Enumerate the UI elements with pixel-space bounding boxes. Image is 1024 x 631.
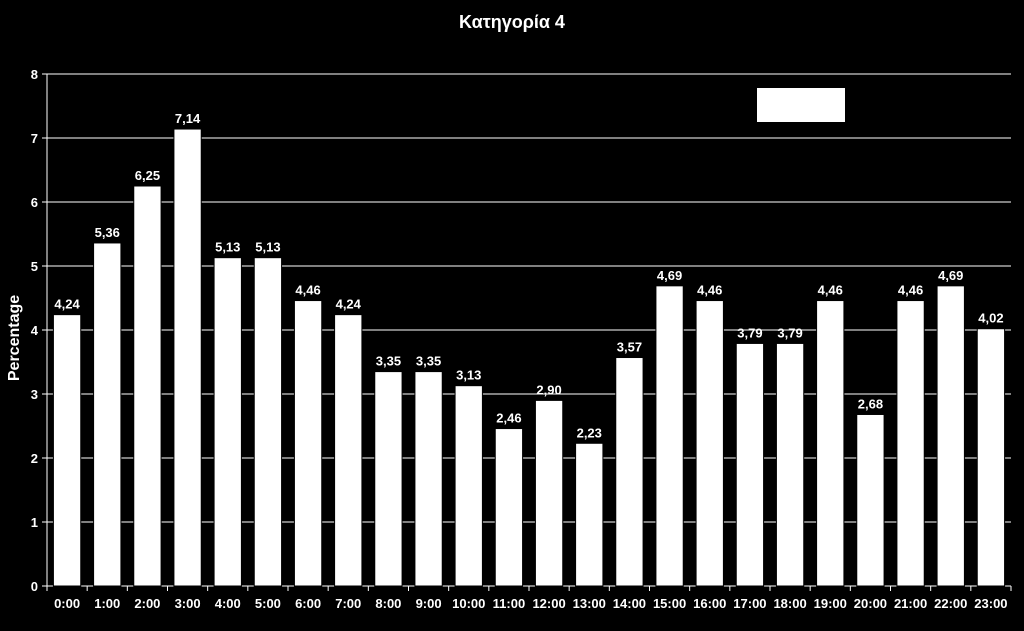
data-label: 3,35 — [376, 354, 401, 369]
bar — [775, 342, 805, 587]
data-label: 2,90 — [536, 382, 561, 397]
data-label: 4,02 — [978, 311, 1003, 326]
bar — [494, 428, 524, 587]
x-tick-label: 2:00 — [134, 596, 160, 611]
x-tick-label: 15:00 — [653, 596, 686, 611]
data-label: 3,57 — [617, 340, 642, 355]
bar — [213, 257, 242, 587]
y-tick-label: 7 — [31, 131, 38, 146]
x-tick-label: 4:00 — [215, 596, 241, 611]
bar — [93, 242, 122, 587]
y-tick-label: 2 — [31, 451, 38, 466]
bar — [293, 300, 323, 587]
x-tick-label: 18:00 — [773, 596, 806, 611]
y-tick-label: 3 — [31, 387, 38, 402]
bar — [896, 300, 925, 587]
data-label: 5,36 — [95, 225, 120, 240]
x-tick-label: 20:00 — [854, 596, 887, 611]
x-tick-label: 0:00 — [54, 596, 80, 611]
gridlines — [47, 73, 1011, 523]
x-tick-label: 16:00 — [693, 596, 726, 611]
data-label: 4,69 — [938, 268, 963, 283]
bar — [735, 342, 765, 587]
data-label: 7,14 — [175, 111, 201, 126]
bar — [52, 314, 82, 587]
y-tick-label: 4 — [31, 323, 39, 338]
data-label: 4,24 — [336, 297, 362, 312]
data-label: 3,35 — [416, 354, 441, 369]
bar — [695, 300, 724, 587]
x-tick-label: 17:00 — [733, 596, 766, 611]
data-label: 2,68 — [858, 396, 883, 411]
x-tick-label: 1:00 — [94, 596, 120, 611]
data-label: 4,24 — [54, 297, 80, 312]
chart-title: Κατηγορία 4 — [459, 12, 565, 32]
bar — [253, 257, 283, 587]
x-tick-label: 23:00 — [974, 596, 1007, 611]
x-tick-label: 11:00 — [493, 596, 526, 611]
bar — [615, 357, 644, 587]
y-axis-label: Percentage — [6, 295, 23, 381]
bar — [454, 385, 483, 587]
y-tick-labels: 0 1 2 3 4 5 6 7 8 — [31, 67, 39, 594]
data-label: 3,79 — [737, 325, 762, 340]
data-label: 2,46 — [496, 411, 521, 426]
bar — [414, 371, 443, 587]
axes — [42, 73, 1012, 591]
x-tick-labels: 0:00 1:00 2:00 3:00 4:00 5:00 6:00 7:00 8:00 9:00… — [54, 596, 1007, 611]
x-tick-label: 7:00 — [335, 596, 361, 611]
data-label: 5,13 — [215, 240, 240, 255]
x-tick-label: 22:00 — [934, 596, 967, 611]
data-label: 4,46 — [295, 283, 320, 298]
bar — [856, 413, 885, 587]
y-tick-label: 8 — [31, 67, 38, 82]
x-tick-label: 9:00 — [416, 596, 442, 611]
legend-box — [757, 88, 845, 122]
x-tick-label: 3:00 — [175, 596, 201, 611]
data-label: 3,13 — [456, 368, 481, 383]
bar — [374, 371, 403, 587]
x-tick-label: 8:00 — [375, 596, 401, 611]
data-label: 4,69 — [657, 268, 682, 283]
bar — [534, 399, 564, 587]
bars — [52, 128, 1006, 587]
x-tick-label: 5:00 — [255, 596, 281, 611]
y-tick-label: 1 — [31, 515, 38, 530]
bar — [133, 185, 162, 587]
x-tick-label: 19:00 — [814, 596, 847, 611]
bar — [173, 128, 202, 587]
data-label: 4,46 — [818, 283, 843, 298]
bar — [816, 300, 845, 587]
data-label: 6,25 — [135, 168, 160, 183]
bar — [575, 442, 604, 587]
y-tick-label: 6 — [31, 195, 38, 210]
bar — [655, 285, 684, 587]
x-tick-label: 14:00 — [613, 596, 646, 611]
x-tick-label: 13:00 — [573, 596, 606, 611]
x-tick-label: 21:00 — [894, 596, 927, 611]
bar — [936, 285, 965, 587]
data-label: 3,79 — [777, 325, 802, 340]
y-tick-label: 0 — [31, 579, 38, 594]
x-tick-label: 10:00 — [452, 596, 485, 611]
bar — [334, 314, 363, 587]
x-tick-label: 12:00 — [532, 596, 565, 611]
data-label: 5,13 — [255, 240, 280, 255]
x-tick-label: 6:00 — [295, 596, 321, 611]
y-tick-label: 5 — [31, 259, 38, 274]
data-labels: 4,24 5,36 6,25 7,14 5,13 5,13 4,46 4,24 3,35 3,35… — [54, 111, 1003, 440]
data-label: 2,23 — [577, 425, 602, 440]
data-label: 4,46 — [898, 283, 923, 298]
data-label: 4,46 — [697, 283, 722, 298]
bar — [976, 328, 1006, 587]
